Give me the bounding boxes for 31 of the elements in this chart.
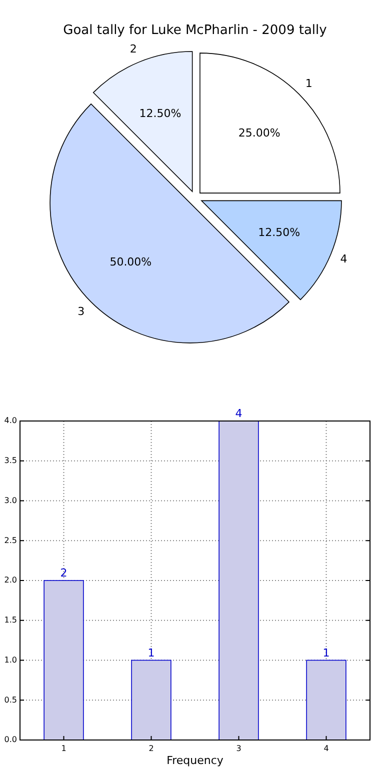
data-label: 12.50% xyxy=(258,226,300,239)
data-label: 2 xyxy=(60,566,68,580)
bar xyxy=(306,660,346,740)
y-tick-label: 0.0 xyxy=(4,735,17,744)
x-tick-label: 4 xyxy=(324,744,329,753)
slice-label: 1 xyxy=(305,77,312,90)
x-tick-label: 1 xyxy=(61,744,66,753)
y-tick-label: 3.5 xyxy=(4,456,17,466)
bar xyxy=(131,660,172,740)
y-tick-label: 1.0 xyxy=(4,655,17,664)
x-tick-label: 3 xyxy=(236,744,242,753)
y-tick-label: 2.0 xyxy=(4,576,17,585)
data-label: 50.00% xyxy=(110,255,152,268)
data-label: 25.00% xyxy=(238,126,280,140)
data-label: 1 xyxy=(148,646,155,660)
slice-label: 4 xyxy=(340,252,348,266)
slice-label: 2 xyxy=(130,42,137,56)
data-label: 1 xyxy=(322,646,330,660)
data-label: 12.50% xyxy=(139,106,182,120)
y-tick-label: 3.0 xyxy=(4,496,17,505)
data-label: 4 xyxy=(235,407,242,420)
bar xyxy=(44,580,84,740)
bar xyxy=(218,420,259,740)
chart-title: Goal tally for Luke McPharlin - 2009 tally xyxy=(63,23,328,38)
slice-label: 3 xyxy=(78,304,85,318)
x-tick-label: 2 xyxy=(148,744,154,753)
y-tick-label: 0.5 xyxy=(4,695,17,704)
y-tick-label: 4.0 xyxy=(4,416,17,426)
y-tick-label: 2.5 xyxy=(4,536,17,545)
x-axis-title: Frequency xyxy=(166,754,224,767)
y-tick-label: 1.5 xyxy=(4,616,17,625)
